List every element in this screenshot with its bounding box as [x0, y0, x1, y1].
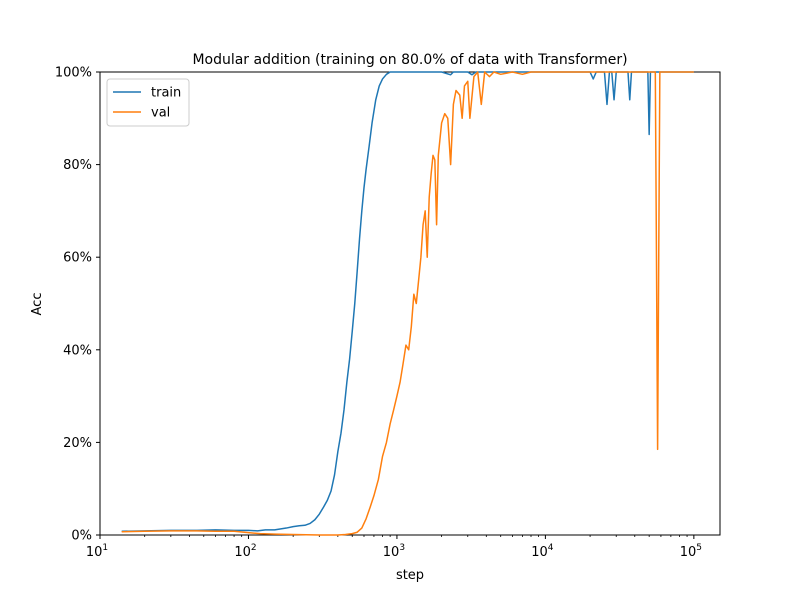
- y-axis: 0% 20% 40% 60% 80% 100%: [55, 66, 100, 544]
- plot-frame: [99, 71, 721, 536]
- legend-box: [106, 78, 190, 127]
- y-axis-label: Acc: [30, 293, 45, 316]
- x-axis: 101 102 103 104 105: [86, 535, 702, 560]
- x-tick-label: 105: [680, 543, 702, 560]
- y-tick-label: 60%: [63, 251, 92, 266]
- series-line-train: [121, 71, 694, 533]
- legend-label: train: [151, 86, 181, 101]
- x-tick-label: 103: [383, 543, 405, 560]
- y-tick-label: 80%: [63, 158, 92, 173]
- y-tick-label: 100%: [55, 66, 92, 81]
- series-line-val: [121, 71, 694, 536]
- x-tick-label: 104: [531, 543, 554, 560]
- legend: train val: [106, 78, 190, 127]
- legend-label: val: [151, 106, 170, 121]
- y-tick-label: 40%: [63, 343, 92, 358]
- x-axis-label: step: [396, 568, 424, 583]
- y-tick-label: 20%: [63, 436, 92, 451]
- chart-title: Modular addition (training on 80.0% of d…: [192, 52, 627, 68]
- x-tick-label: 101: [86, 543, 108, 560]
- y-tick-label: 0%: [71, 529, 92, 544]
- x-tick-label: 102: [234, 543, 256, 560]
- plot-area: [99, 71, 721, 536]
- series-lines: [121, 71, 694, 536]
